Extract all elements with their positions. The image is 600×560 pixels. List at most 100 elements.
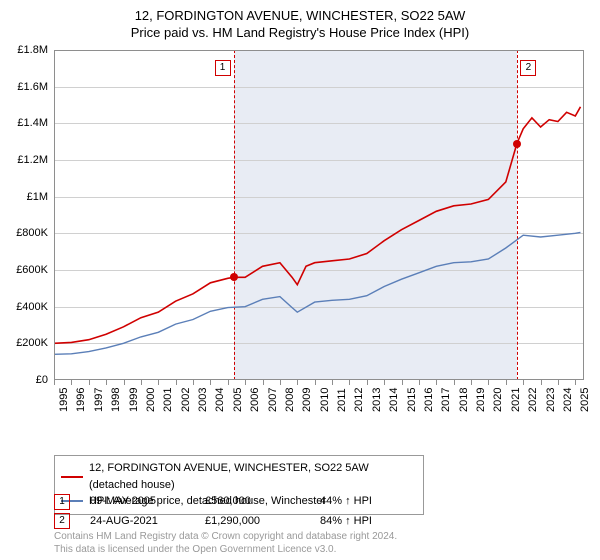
x-tick-label: 2002 bbox=[180, 388, 192, 412]
chart-title-line2: Price paid vs. HM Land Registry's House … bbox=[0, 25, 600, 42]
x-tick-label: 2018 bbox=[458, 388, 470, 412]
x-tick-label: 1997 bbox=[93, 388, 105, 412]
x-tick bbox=[506, 380, 507, 385]
legend-swatch bbox=[61, 476, 83, 478]
x-tick bbox=[523, 380, 524, 385]
x-tick-label: 1995 bbox=[58, 388, 70, 412]
y-tick-label: £1.4M bbox=[0, 117, 48, 129]
transaction-id-box: 2 bbox=[54, 513, 70, 529]
x-tick-label: 2012 bbox=[353, 388, 365, 412]
footer-line2: This data is licensed under the Open Gov… bbox=[54, 543, 397, 556]
x-tick bbox=[297, 380, 298, 385]
legend-label: 12, FORDINGTON AVENUE, WINCHESTER, SO22 … bbox=[89, 460, 417, 493]
y-tick-label: £800K bbox=[0, 227, 48, 239]
transaction-price: £560,000 bbox=[205, 493, 320, 511]
line-series-svg bbox=[54, 50, 584, 380]
x-tick bbox=[558, 380, 559, 385]
x-tick-label: 2001 bbox=[162, 388, 174, 412]
x-tick-label: 2003 bbox=[197, 388, 209, 412]
transaction-date: 24-AUG-2021 bbox=[90, 513, 205, 531]
chart-title-line1: 12, FORDINGTON AVENUE, WINCHESTER, SO22 … bbox=[0, 8, 600, 25]
x-tick-label: 2010 bbox=[319, 388, 331, 412]
x-tick bbox=[332, 380, 333, 385]
series-hpi bbox=[54, 232, 581, 354]
x-tick bbox=[384, 380, 385, 385]
y-tick-label: £1.2M bbox=[0, 154, 48, 166]
x-tick-label: 2005 bbox=[232, 388, 244, 412]
x-tick bbox=[419, 380, 420, 385]
transaction-date: 09-MAY-2005 bbox=[90, 493, 205, 511]
marker-dot bbox=[513, 140, 521, 148]
x-tick-label: 2022 bbox=[527, 388, 539, 412]
x-tick bbox=[315, 380, 316, 385]
x-tick-label: 2019 bbox=[475, 388, 487, 412]
x-tick-label: 2023 bbox=[545, 388, 557, 412]
x-tick-label: 2000 bbox=[145, 388, 157, 412]
x-tick bbox=[280, 380, 281, 385]
transaction-row: 2 24-AUG-2021£1,290,00084% ↑ HPI bbox=[54, 513, 435, 531]
marker-dot bbox=[230, 273, 238, 281]
x-tick bbox=[210, 380, 211, 385]
transaction-pct: 44% ↑ HPI bbox=[320, 493, 435, 511]
x-tick bbox=[575, 380, 576, 385]
x-tick-label: 2011 bbox=[336, 388, 348, 412]
chart-container: 12, FORDINGTON AVENUE, WINCHESTER, SO22 … bbox=[0, 0, 600, 560]
x-tick-label: 2014 bbox=[388, 388, 400, 412]
x-tick bbox=[71, 380, 72, 385]
x-tick-label: 2004 bbox=[214, 388, 226, 412]
y-tick-label: £1M bbox=[0, 191, 48, 203]
transaction-pct: 84% ↑ HPI bbox=[320, 513, 435, 531]
x-tick bbox=[193, 380, 194, 385]
x-tick-label: 2016 bbox=[423, 388, 435, 412]
x-tick-label: 2020 bbox=[492, 388, 504, 412]
x-tick bbox=[454, 380, 455, 385]
x-tick bbox=[89, 380, 90, 385]
x-tick-label: 2007 bbox=[267, 388, 279, 412]
transaction-id-box: 1 bbox=[54, 494, 70, 510]
x-tick bbox=[488, 380, 489, 385]
y-tick-label: £600K bbox=[0, 264, 48, 276]
y-tick-label: £1.6M bbox=[0, 81, 48, 93]
y-tick-label: £1.8M bbox=[0, 44, 48, 56]
chart-area: £0£200K£400K£600K£800K£1M£1.2M£1.4M£1.6M… bbox=[54, 50, 584, 420]
x-tick-label: 2017 bbox=[440, 388, 452, 412]
x-tick-label: 1998 bbox=[110, 388, 122, 412]
x-tick bbox=[228, 380, 229, 385]
x-tick bbox=[367, 380, 368, 385]
x-tick bbox=[402, 380, 403, 385]
x-tick-label: 2006 bbox=[249, 388, 261, 412]
x-tick bbox=[541, 380, 542, 385]
footer-attribution: Contains HM Land Registry data © Crown c… bbox=[54, 530, 397, 556]
x-tick bbox=[54, 380, 55, 385]
x-tick-label: 2013 bbox=[371, 388, 383, 412]
x-tick bbox=[245, 380, 246, 385]
x-tick-label: 2024 bbox=[562, 388, 574, 412]
x-tick bbox=[263, 380, 264, 385]
transaction-price: £1,290,000 bbox=[205, 513, 320, 531]
x-tick bbox=[471, 380, 472, 385]
marker-label-box: 2 bbox=[520, 60, 536, 76]
y-tick-label: £400K bbox=[0, 301, 48, 313]
x-tick-label: 1996 bbox=[75, 388, 87, 412]
y-tick-label: £200K bbox=[0, 337, 48, 349]
x-tick-label: 1999 bbox=[128, 388, 140, 412]
transaction-row: 1 09-MAY-2005£560,00044% ↑ HPI bbox=[54, 493, 435, 511]
marker-label-box: 1 bbox=[215, 60, 231, 76]
x-tick bbox=[158, 380, 159, 385]
x-tick-label: 2009 bbox=[301, 388, 313, 412]
footer-line1: Contains HM Land Registry data © Crown c… bbox=[54, 530, 397, 543]
x-tick bbox=[106, 380, 107, 385]
legend-row: 12, FORDINGTON AVENUE, WINCHESTER, SO22 … bbox=[61, 460, 417, 493]
x-tick-label: 2008 bbox=[284, 388, 296, 412]
transaction-table: 1 09-MAY-2005£560,00044% ↑ HPI 2 24-AUG-202… bbox=[54, 493, 435, 532]
x-tick bbox=[124, 380, 125, 385]
x-tick bbox=[436, 380, 437, 385]
x-tick-label: 2015 bbox=[406, 388, 418, 412]
x-tick bbox=[349, 380, 350, 385]
x-tick-label: 2021 bbox=[510, 388, 522, 412]
series-property bbox=[54, 107, 581, 343]
y-tick-label: £0 bbox=[0, 374, 48, 386]
plot-region: £0£200K£400K£600K£800K£1M£1.2M£1.4M£1.6M… bbox=[54, 50, 584, 380]
x-tick bbox=[141, 380, 142, 385]
x-tick-label: 2025 bbox=[579, 388, 591, 412]
